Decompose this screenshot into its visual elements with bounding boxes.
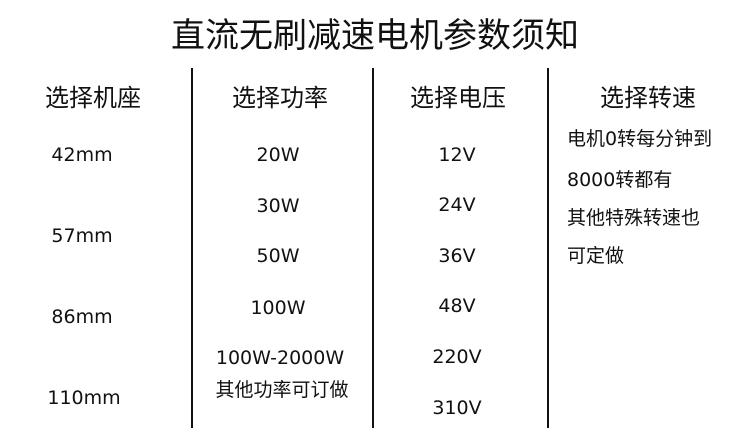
page-title: 直流无刷减速电机参数须知 (171, 16, 579, 56)
voltage-item: 36V (438, 245, 476, 267)
power-item: 100W (250, 297, 306, 319)
header-voltage: 选择电压 (410, 84, 506, 112)
frame-size-item: 42mm (51, 144, 113, 166)
header-power: 选择功率 (232, 84, 328, 112)
power-item: 100W-2000W (215, 347, 345, 369)
voltage-item: 12V (438, 144, 476, 166)
column-divider (372, 68, 374, 428)
header-frame-size: 选择机座 (45, 84, 141, 112)
frame-size-item: 110mm (47, 387, 121, 409)
power-item: 50W (256, 245, 300, 267)
frame-size-item: 57mm (51, 225, 113, 247)
column-divider (547, 68, 549, 428)
power-item: 其他功率可订做 (215, 379, 349, 401)
speed-note-line: 可定做 (567, 245, 625, 267)
voltage-item: 24V (438, 194, 476, 216)
speed-note-line: 其他特殊转速也 (567, 207, 701, 229)
column-divider (191, 68, 193, 428)
header-speed: 选择转速 (600, 84, 696, 112)
speed-note-line: 电机0转每分钟到 (567, 128, 713, 150)
speed-note-line: 8000转都有 (567, 169, 673, 191)
power-item: 30W (256, 195, 300, 217)
voltage-item: 220V (432, 346, 482, 368)
power-item: 20W (256, 144, 300, 166)
voltage-item: 310V (432, 397, 482, 419)
frame-size-item: 86mm (51, 306, 113, 328)
voltage-item: 48V (438, 295, 476, 317)
